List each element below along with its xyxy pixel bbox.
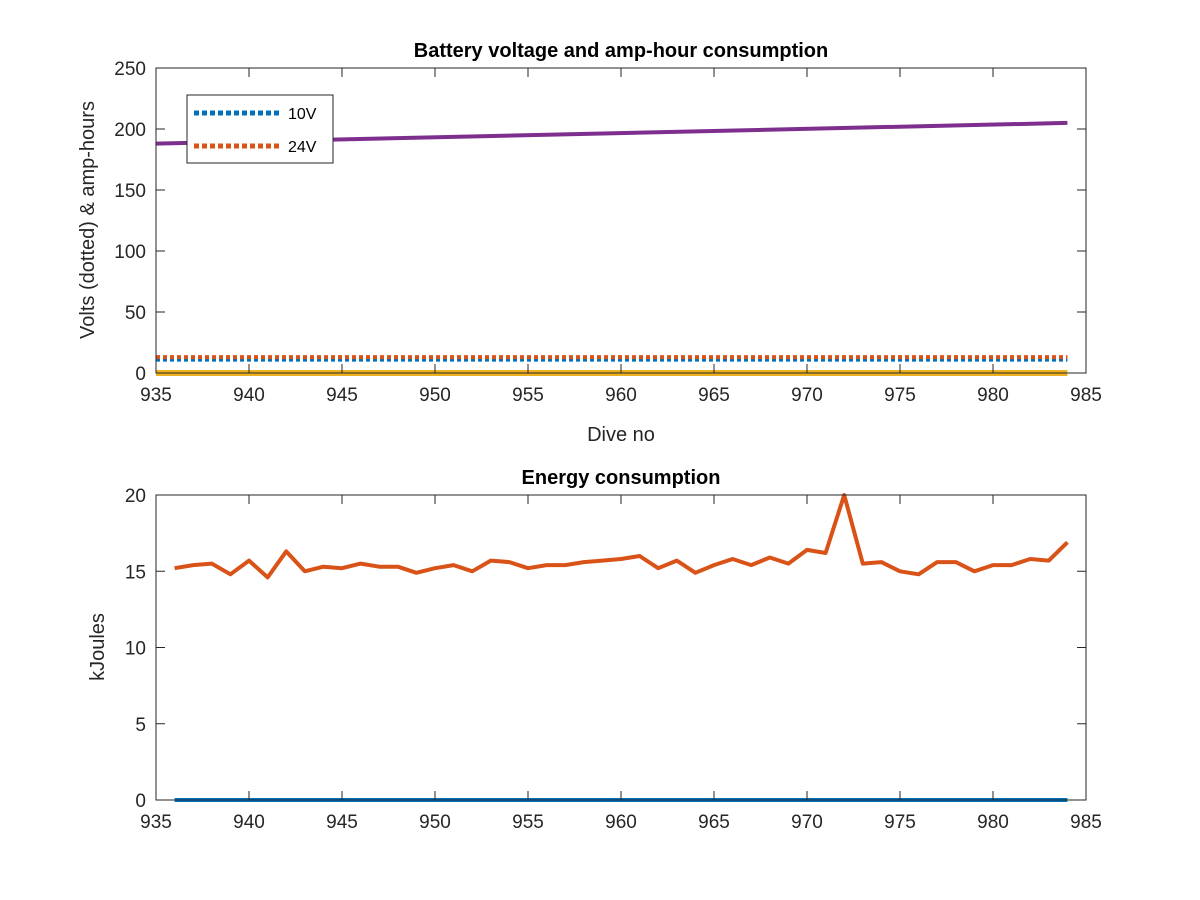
voltage-x-tick-label: 945 — [326, 385, 358, 406]
energy-axes: 935 940 945 950 955 960 965 970 975 980 985 0 5 10 15 2… — [125, 486, 1102, 833]
energy-x-tick-label: 980 — [977, 812, 1009, 833]
energy-y-tick-label: 0 — [135, 791, 146, 812]
energy-x-tick-label: 935 — [140, 812, 172, 833]
voltage-x-tick-label: 970 — [791, 385, 823, 406]
voltage-chart-title: Battery voltage and amp-hour consumption — [414, 40, 828, 62]
voltage-x-tick-label: 980 — [977, 385, 1009, 406]
voltage-x-tick-label: 975 — [884, 385, 916, 406]
voltage-y-tick-label: 0 — [135, 364, 146, 385]
energy-y-tick-label: 20 — [125, 486, 146, 507]
legend-box — [186, 94, 334, 164]
voltage-y-tick-label: 50 — [125, 303, 146, 324]
voltage-x-tick-label: 985 — [1070, 385, 1102, 406]
energy-y-tick-label: 10 — [125, 639, 146, 660]
energy-x-tick-label: 960 — [605, 812, 637, 833]
energy-x-tick-label: 950 — [419, 812, 451, 833]
energy-plot-area — [156, 495, 1086, 800]
energy-x-tick-label: 945 — [326, 812, 358, 833]
voltage-x-tick-label: 935 — [140, 385, 172, 406]
legend: 10V 24V — [186, 94, 334, 164]
voltage-x-axis-label: Dive no — [587, 424, 655, 446]
voltage-y-tick-label: 250 — [114, 59, 146, 80]
voltage-chart: 935 940 945 950 955 960 965 970 975 980 985 0 50 100 1… — [77, 40, 1102, 446]
energy-x-tick-label: 970 — [791, 812, 823, 833]
voltage-x-tick-label: 955 — [512, 385, 544, 406]
energy-x-tick-label: 975 — [884, 812, 916, 833]
voltage-y-tick-label: 100 — [114, 242, 146, 263]
voltage-y-tick-label: 150 — [114, 181, 146, 202]
voltage-axes: 935 940 945 950 955 960 965 970 975 980 985 0 50 100 1… — [114, 59, 1102, 406]
energy-x-tick-label: 940 — [233, 812, 265, 833]
energy-chart-title: Energy consumption — [522, 467, 721, 489]
voltage-x-tick-label: 950 — [419, 385, 451, 406]
energy-x-tick-label: 955 — [512, 812, 544, 833]
legend-10v-label: 10V — [288, 106, 317, 123]
energy-chart: 935 940 945 950 955 960 965 970 975 980 985 0 5 10 15 2… — [87, 467, 1102, 833]
legend-24v-label: 24V — [288, 139, 317, 156]
voltage-y-axis-label: Volts (dotted) & amp-hours — [77, 101, 99, 339]
energy-x-tick-label: 985 — [1070, 812, 1102, 833]
energy-x-tick-label: 965 — [698, 812, 730, 833]
voltage-x-tick-label: 965 — [698, 385, 730, 406]
energy-y-axis-label: kJoules — [87, 613, 109, 681]
energy-series-line-1 — [174, 493, 1069, 580]
energy-y-tick-label: 15 — [125, 562, 146, 583]
voltage-y-tick-label: 200 — [114, 120, 146, 141]
energy-y-tick-label: 5 — [135, 715, 146, 736]
voltage-x-tick-label: 940 — [233, 385, 265, 406]
voltage-x-tick-label: 960 — [605, 385, 637, 406]
